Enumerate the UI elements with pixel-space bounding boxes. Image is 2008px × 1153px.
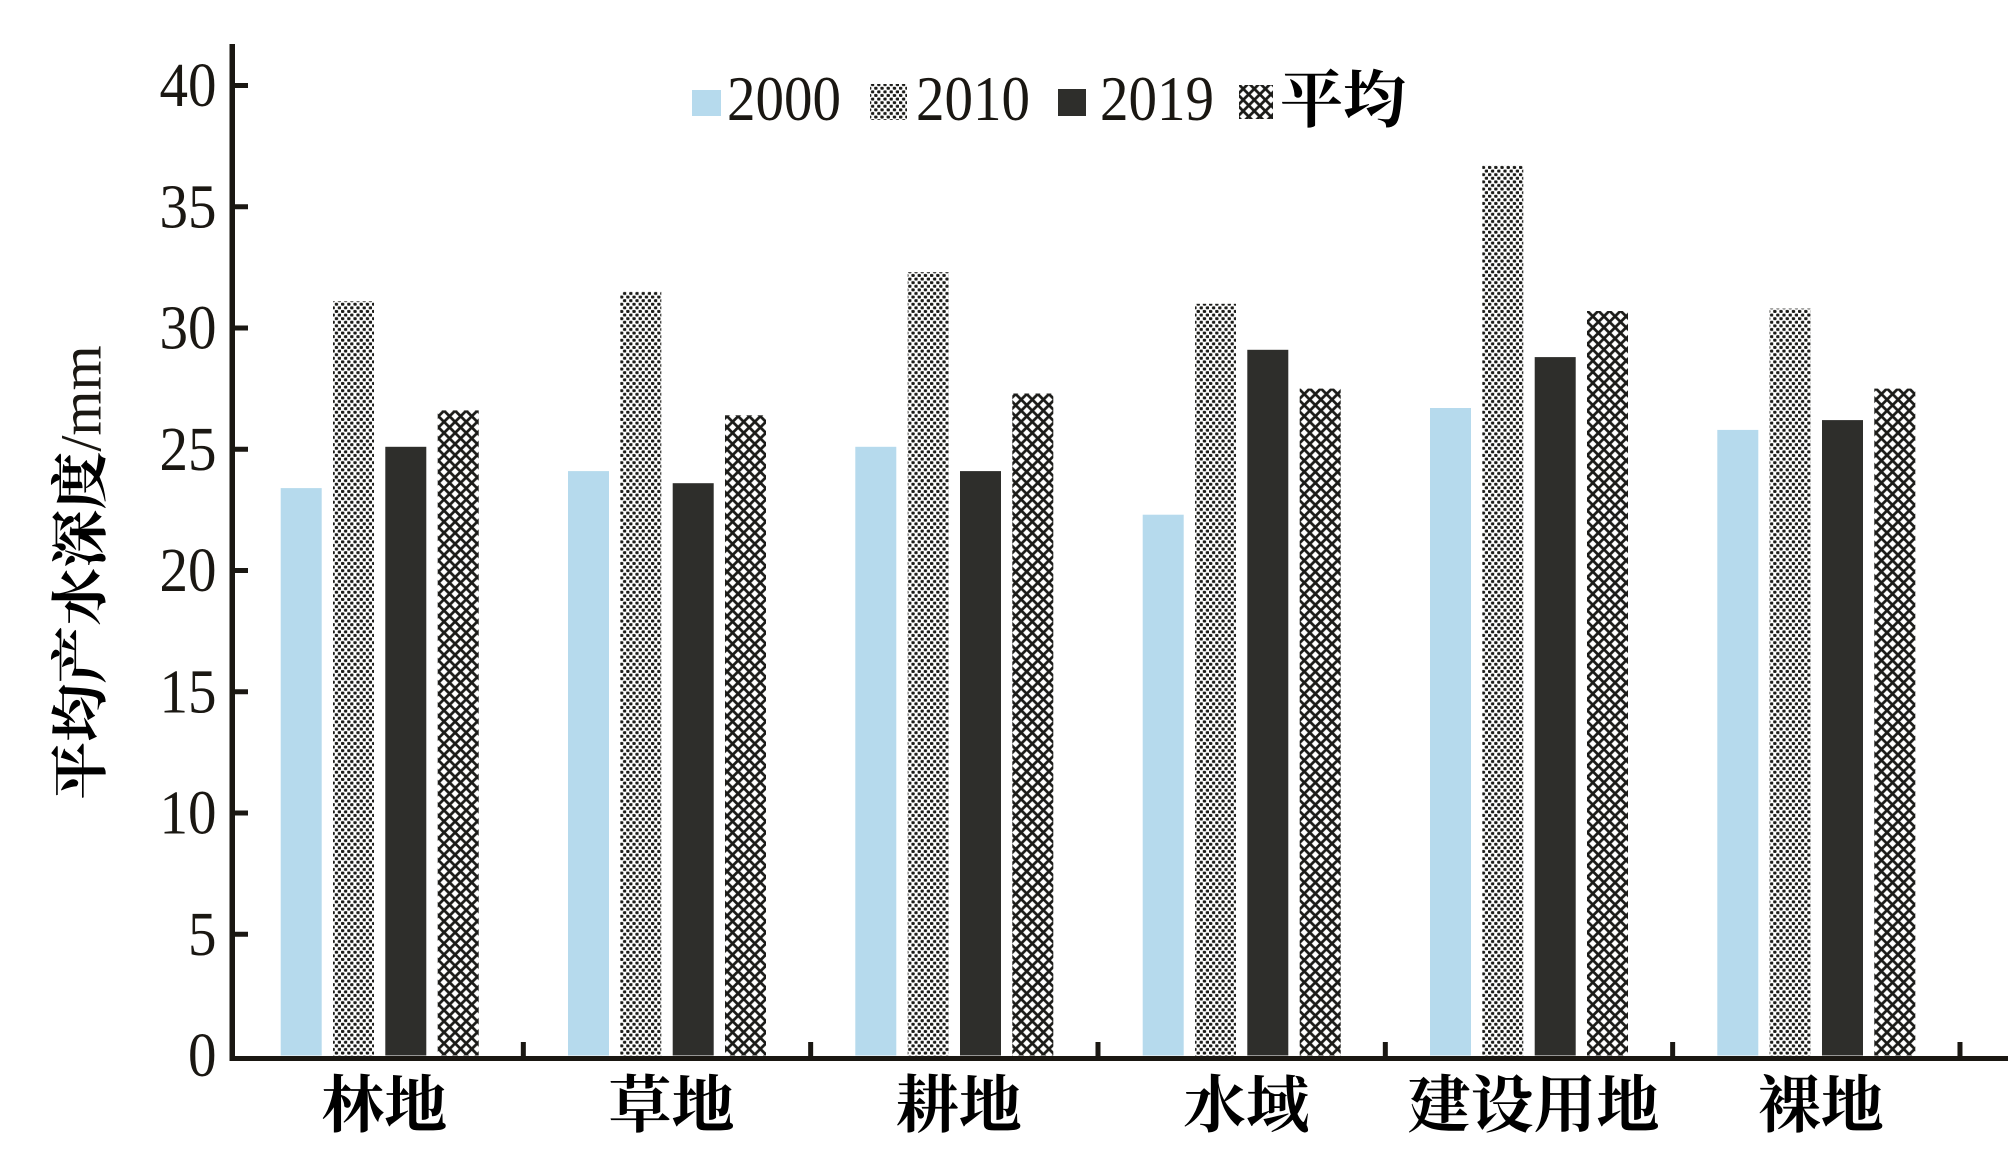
bar-平均-cropland xyxy=(1012,394,1053,1056)
x-category-label-construction xyxy=(1409,1074,1658,1133)
x-category-label-water xyxy=(1185,1074,1309,1133)
x-category-label-forest-glyph xyxy=(323,1074,384,1133)
legend-label-平均-glyph xyxy=(1345,69,1405,128)
legend-swatch-2010 xyxy=(870,84,907,120)
bar-2000-forest xyxy=(281,488,322,1055)
y-tick-30 xyxy=(235,326,248,331)
bar-2019-cropland xyxy=(960,471,1001,1055)
x-tick-1 xyxy=(521,1042,526,1056)
y-axis-label-text-glyph xyxy=(51,628,106,683)
x-category-label-bareland-glyph xyxy=(1822,1074,1882,1131)
legend-swatch-2019 xyxy=(1058,89,1086,116)
bar-2000-cropland xyxy=(855,447,896,1056)
y-tick-label-35: 35 xyxy=(160,173,217,241)
x-tick-6 xyxy=(1957,1042,1962,1056)
y-axis-label-text-latin: /mm xyxy=(49,345,114,451)
x-category-label-construction-glyph xyxy=(1409,1074,1470,1133)
bar-平均-grassland xyxy=(725,415,766,1055)
bar-2000-water xyxy=(1143,515,1184,1056)
y-axis-label-text-glyph xyxy=(52,511,106,566)
x-category-label-forest xyxy=(323,1074,446,1133)
x-category-label-grassland xyxy=(611,1074,734,1133)
x-category-label-construction-glyph xyxy=(1598,1074,1658,1131)
bar-2019-construction xyxy=(1535,357,1576,1055)
bar-平均-forest xyxy=(438,410,479,1055)
bar-平均-water xyxy=(1300,389,1341,1056)
bar-2019-grassland xyxy=(673,483,714,1055)
legend-item-2019: 2019 xyxy=(1058,64,1214,134)
y-axis-label-text: /mm xyxy=(49,345,114,798)
x-category-label-cropland-glyph xyxy=(960,1074,1020,1131)
legend-item-平均 xyxy=(1239,68,1405,127)
y-axis-label-text-glyph xyxy=(51,685,105,741)
x-category-label-water-glyph xyxy=(1185,1074,1245,1133)
y-tick-label-20: 20 xyxy=(160,537,217,605)
x-category-label-bareland-glyph xyxy=(1760,1074,1821,1133)
x-tick-3 xyxy=(1095,1042,1100,1056)
bar-2010-construction xyxy=(1482,166,1523,1056)
y-axis-label-text-glyph xyxy=(51,569,105,624)
y-axis-line xyxy=(230,44,236,1061)
legend-label-平均-glyph xyxy=(1282,68,1341,127)
x-category-label-forest-glyph xyxy=(385,1074,445,1131)
y-axis-label-text-glyph xyxy=(51,743,105,798)
legend-label-2000: 2000 xyxy=(727,64,841,134)
y-tick-label-25: 25 xyxy=(160,416,217,484)
y-axis-label-text-glyph xyxy=(51,453,106,508)
x-tick-4 xyxy=(1383,1042,1388,1056)
y-tick-5 xyxy=(235,932,248,937)
legend-label-2019: 2019 xyxy=(1100,64,1214,134)
bar-2000-grassland xyxy=(568,471,609,1055)
x-tick-5 xyxy=(1670,1042,1675,1056)
legend-item-2010: 2010 xyxy=(870,64,1030,134)
legend-swatch-2000 xyxy=(692,90,721,116)
x-category-label-cropland-glyph xyxy=(897,1073,958,1133)
bar-平均-construction xyxy=(1587,311,1628,1056)
legend-item-2000: 2000 xyxy=(692,64,841,134)
bar-2010-cropland xyxy=(908,272,949,1055)
bars-layer xyxy=(281,166,1916,1056)
bar-平均-bareland xyxy=(1874,389,1915,1056)
y-tick-label-30: 30 xyxy=(160,295,217,363)
x-category-label-grassland-glyph xyxy=(673,1074,733,1131)
bar-2000-bareland xyxy=(1717,430,1758,1056)
x-axis-line xyxy=(230,1056,2008,1061)
y-tick-35 xyxy=(235,204,248,209)
y-tick-label-15: 15 xyxy=(160,658,217,726)
y-tick-25 xyxy=(235,447,248,452)
bar-2010-forest xyxy=(333,301,374,1055)
y-axis-label: /mm xyxy=(49,345,114,798)
bar-2010-water xyxy=(1195,304,1236,1056)
y-tick-label-5: 5 xyxy=(188,901,217,969)
x-category-label-water-glyph xyxy=(1247,1074,1308,1132)
legend-label-2010: 2010 xyxy=(916,64,1030,134)
legend-swatch-平均 xyxy=(1239,85,1273,119)
x-category-label-construction-glyph xyxy=(1535,1074,1591,1132)
x-category-label-grassland-glyph xyxy=(611,1074,670,1133)
bar-2010-bareland xyxy=(1770,309,1811,1056)
x-category-label-cropland xyxy=(897,1073,1020,1133)
x-category-label-bareland xyxy=(1760,1074,1883,1133)
x-category-label-construction-glyph xyxy=(1473,1074,1533,1133)
y-tick-label-0: 0 xyxy=(188,1022,217,1090)
legend-label-平均 xyxy=(1282,68,1405,127)
y-tick-label-40: 40 xyxy=(160,52,217,120)
y-tick-15 xyxy=(235,689,248,694)
bar-2019-forest xyxy=(385,447,426,1056)
y-tick-40 xyxy=(235,83,248,88)
bar-2019-bareland xyxy=(1822,420,1863,1055)
bar-2000-construction xyxy=(1430,408,1471,1056)
x-tick-2 xyxy=(808,1042,813,1056)
y-tick-label-10: 10 xyxy=(160,780,217,848)
bar-2019-water xyxy=(1247,350,1288,1056)
y-tick-10 xyxy=(235,811,248,816)
bar-2010-grassland xyxy=(620,292,661,1056)
y-tick-20 xyxy=(235,568,248,573)
legend: 2000 2010 2019 xyxy=(692,64,1405,134)
